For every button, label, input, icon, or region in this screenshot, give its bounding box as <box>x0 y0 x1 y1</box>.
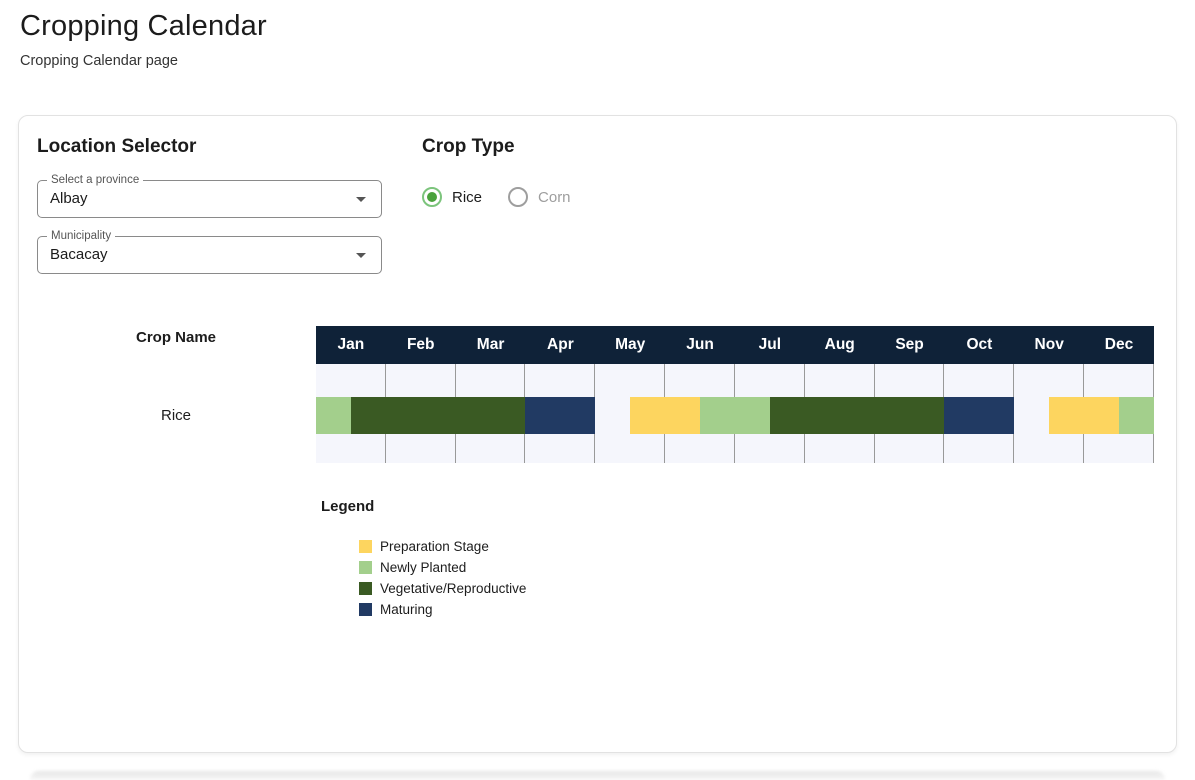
province-select[interactable]: Select a province Albay <box>37 173 382 218</box>
legend-swatch-icon <box>359 603 372 616</box>
stage-segment-none <box>1014 397 1049 434</box>
radio-corn-label: Corn <box>538 188 571 206</box>
month-header-feb: Feb <box>406 336 435 353</box>
legend-item-newly-planted: Newly Planted <box>359 557 526 578</box>
month-header-may: May <box>615 336 646 353</box>
province-select-label: Select a province <box>47 173 144 187</box>
month-header-dec: Dec <box>1104 336 1134 353</box>
stage-segment-maturing <box>525 397 596 434</box>
crop-row-label: Rice <box>160 407 191 424</box>
stage-segment-preparation <box>630 397 701 434</box>
stage-segment-maturing <box>944 397 1015 434</box>
legend-item-maturing: Maturing <box>359 599 526 620</box>
legend-label: Preparation Stage <box>380 539 489 554</box>
page-title: Cropping Calendar <box>20 10 267 42</box>
stage-segment-newly-planted <box>316 397 351 434</box>
page-subtitle: Cropping Calendar page <box>20 53 178 69</box>
stage-segment-none <box>595 397 630 434</box>
radio-rice-label: Rice <box>452 188 483 206</box>
legend-heading: Legend <box>321 498 375 515</box>
province-select-value: Albay <box>50 190 88 207</box>
chevron-down-icon <box>356 253 366 258</box>
municipality-select-value: Bacacay <box>50 246 108 263</box>
cropping-calendar-card: Location Selector Select a province Alba… <box>18 115 1177 753</box>
stage-segment-vegetative <box>350 397 526 434</box>
legend-swatch-icon <box>359 540 372 553</box>
stage-segment-vegetative <box>769 397 945 434</box>
stage-segment-preparation <box>1049 397 1120 434</box>
crop-name-column-header: Crop Name <box>135 329 217 346</box>
month-header-jul: Jul <box>758 336 782 353</box>
legend-swatch-icon <box>359 582 372 595</box>
month-header-apr: Apr <box>547 336 574 353</box>
legend-label: Maturing <box>380 602 433 617</box>
stage-segment-newly-planted <box>1119 397 1154 434</box>
legend-label: Newly Planted <box>380 560 467 575</box>
rice-stage-band <box>316 397 1154 434</box>
municipality-select-label: Municipality <box>47 229 116 243</box>
legend-items: Preparation Stage Newly Planted Vegetative… <box>359 536 526 620</box>
crop-type-radio-group: Rice Corn <box>422 187 571 207</box>
radio-rice[interactable]: Rice <box>422 187 482 207</box>
chevron-down-icon <box>356 197 366 202</box>
stage-segment-newly-planted <box>700 397 770 434</box>
month-header-oct: Oct <box>966 336 993 353</box>
legend-item-vegetative: Vegetative/Reproductive <box>359 578 526 599</box>
legend-item-preparation: Preparation Stage <box>359 536 526 557</box>
crop-type-heading: Crop Type <box>422 136 515 157</box>
municipality-select[interactable]: Municipality Bacacay <box>37 229 382 274</box>
month-header-mar: Mar <box>476 336 505 353</box>
radio-corn[interactable]: Corn <box>508 187 571 207</box>
radio-selected-icon <box>422 187 442 207</box>
next-card-top-edge <box>30 771 1165 780</box>
legend-label: Vegetative/Reproductive <box>380 581 527 596</box>
legend-swatch-icon <box>359 561 372 574</box>
month-header-jun: Jun <box>686 336 714 353</box>
month-header-row: Jan Feb Mar Apr May Jun Jul Aug Sep Oct Nov Dec <box>316 326 1154 364</box>
radio-unselected-icon <box>508 187 529 207</box>
month-header-jan: Jan <box>337 336 365 353</box>
location-selector-heading: Location Selector <box>37 136 197 157</box>
month-header-aug: Aug <box>824 336 855 353</box>
month-header-nov: Nov <box>1034 336 1064 353</box>
month-header-sep: Sep <box>895 336 924 353</box>
